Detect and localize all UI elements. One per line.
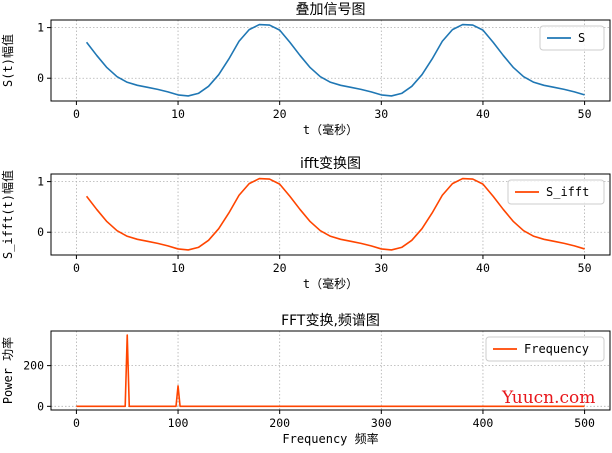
ifft-x-axis-label: t（毫秒） <box>303 276 358 291</box>
fft-x-tick-label: 100 <box>168 416 189 430</box>
signal-legend: S <box>539 25 605 51</box>
fft-y-tick-label: 0 <box>37 399 44 413</box>
signal-y-tick-label: 1 <box>37 21 44 35</box>
fft-x-tick-label: 400 <box>473 416 494 430</box>
fft-y-axis-label: Power 功率 <box>0 337 15 404</box>
signal-x-tick-label: 20 <box>273 107 287 121</box>
ifft-x-tick-label: 30 <box>374 261 388 275</box>
signal-x-axis-label: t（毫秒） <box>303 122 358 137</box>
ifft-x-tick-label: 20 <box>273 261 287 275</box>
ifft-legend-box <box>507 179 605 205</box>
signal-x-tick-label: 0 <box>73 107 80 121</box>
signal-title: 叠加信号图 <box>296 2 366 18</box>
fft-x-tick-label: 0 <box>73 416 80 430</box>
signal-y-tick-label: 0 <box>37 71 44 85</box>
ifft-y-axis-label: S_ifft(t)幅值 <box>0 170 15 259</box>
fft-x-axis-label: Frequency 频率 <box>282 431 378 446</box>
fft-title: FFT变换,频谱图 <box>281 312 380 329</box>
signal-legend-box <box>539 25 605 51</box>
ifft-plot: 0 10 20 30 40 50 0 1 ifft变换图 t（毫秒） S_ifft(t)幅值 S_if… <box>0 155 611 291</box>
ifft-x-tick-label: 0 <box>73 261 80 275</box>
fft-x-tick-label: 300 <box>371 416 392 430</box>
signal-legend-label: S <box>578 31 585 45</box>
fft-legend-label: Frequency <box>524 342 589 356</box>
ifft-x-tick-label: 50 <box>578 261 592 275</box>
fft-legend-box <box>485 336 605 362</box>
signal-x-tick-label: 50 <box>578 107 592 121</box>
signal-y-axis-label: S(t)幅值 <box>0 34 15 87</box>
ifft-legend-label: S_ifft <box>546 185 589 199</box>
ifft-series-line <box>85 177 585 251</box>
fft-x-tick-label: 200 <box>269 416 290 430</box>
signal-axes-frame <box>50 19 611 102</box>
ifft-title: ifft变换图 <box>300 155 361 172</box>
signal-x-tick-label: 40 <box>476 107 490 121</box>
fft-series-line <box>76 334 585 408</box>
fft-x-tick-label: 500 <box>574 416 595 430</box>
signal-x-tick-label: 30 <box>374 107 388 121</box>
fft-legend: Frequency <box>485 336 605 362</box>
ifft-x-tick-label: 40 <box>476 261 490 275</box>
watermark-text: Yuucn.com <box>501 388 595 408</box>
fft-spectrum-plot: 0 100 200 300 400 500 0 200 FFT变换,频谱图 Frequency 频… <box>0 312 611 446</box>
fft-axes-frame <box>50 330 611 411</box>
signal-plot: 0 10 20 30 40 50 0 1 叠加信号图 t（毫秒） S(t)幅值 S <box>0 2 611 137</box>
ifft-axes-frame <box>50 173 611 256</box>
ifft-y-tick-label: 0 <box>37 225 44 239</box>
fft-y-tick-label: 200 <box>23 359 44 373</box>
ifft-legend: S_ifft <box>507 179 605 205</box>
ifft-y-tick-label: 1 <box>37 175 44 189</box>
signal-series-line <box>85 23 585 97</box>
ifft-x-tick-label: 10 <box>171 261 185 275</box>
signal-x-tick-label: 10 <box>171 107 185 121</box>
